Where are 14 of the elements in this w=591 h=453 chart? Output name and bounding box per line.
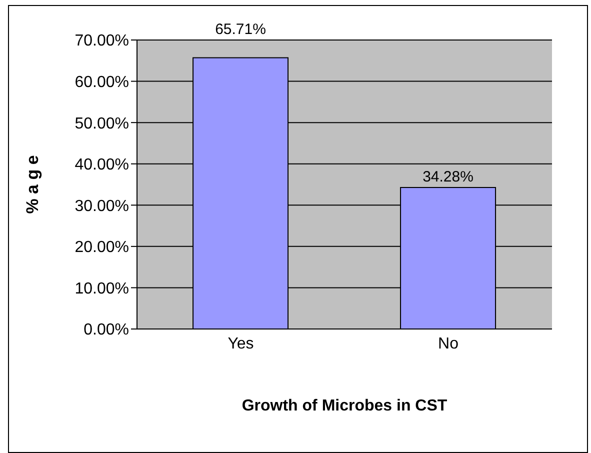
data-label: 65.71% [215,21,266,38]
y-tick-label: 40.00% [74,156,129,174]
y-axis-title: % a g e [23,155,42,214]
y-tick-label: 10.00% [74,280,129,298]
data-label: 34.28% [422,168,474,186]
x-axis-title: Growth of Microbes in CST [242,397,448,414]
y-tick-label: 20.00% [74,239,129,256]
y-tick-label: 30.00% [74,198,129,215]
y-tick-label: 50.00% [74,115,129,132]
x-tick-label: Yes [228,335,254,352]
y-tick-label: 70.00% [74,32,129,50]
x-tick-label: No [438,335,459,352]
y-tick-label: 0.00% [84,322,129,339]
y-tick-label: 60.00% [74,74,129,91]
